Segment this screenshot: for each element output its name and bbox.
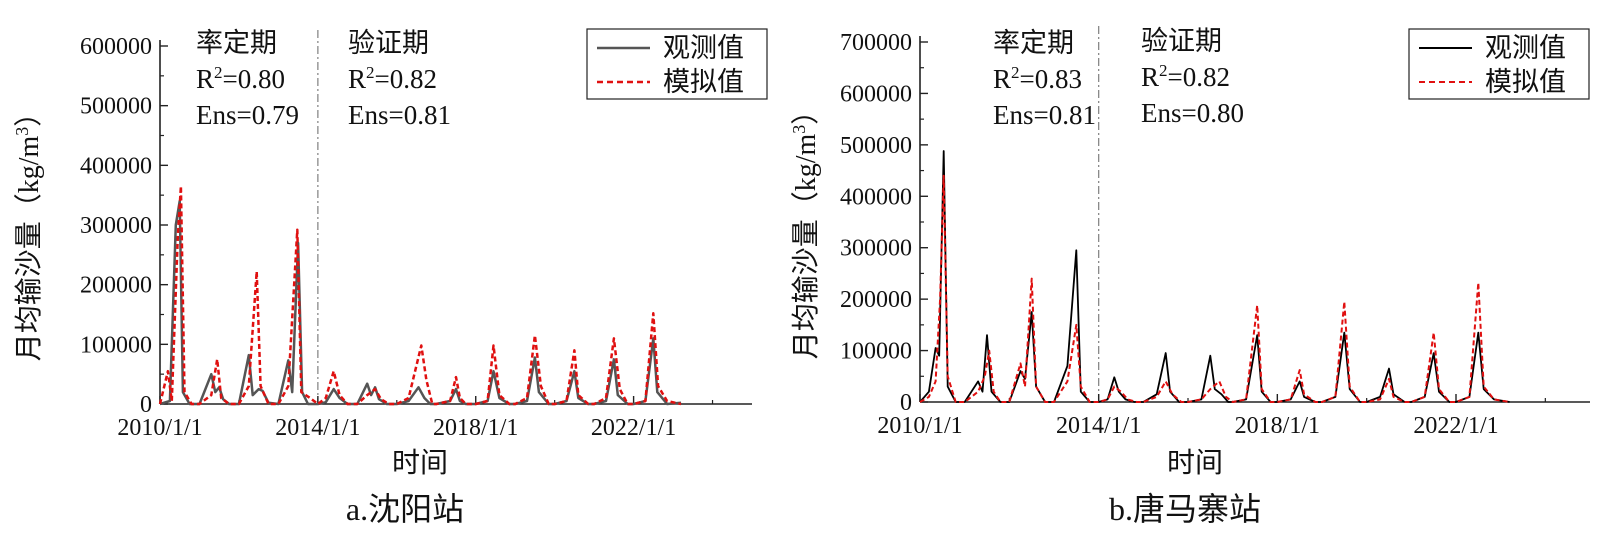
legend-label-observed: 观测值 (1485, 33, 1566, 63)
x-tick-label: 2010/1/1 (117, 415, 202, 441)
y-tick-label: 600000 (80, 34, 152, 60)
validation-ens: Ens=0.81 (348, 100, 451, 130)
legend-label-simulated: 模拟值 (1485, 67, 1566, 97)
y-tick-label: 400000 (80, 153, 152, 179)
y-tick-label: 300000 (80, 213, 152, 239)
calibration-annotation: 率定期 R2=0.83 Ens=0.81 (993, 28, 1096, 130)
x-tick-label: 2014/1/1 (275, 415, 360, 441)
validation-r2: R2=0.82 (1141, 61, 1230, 92)
validation-title: 验证期 (348, 28, 429, 58)
x-tick-label: 2022/1/1 (591, 415, 676, 441)
legend-box (1408, 28, 1590, 100)
y-tick-label: 0 (140, 392, 152, 418)
legend-label-simulated: 模拟值 (663, 67, 744, 97)
series-line-observed (919, 150, 1510, 403)
validation-r2: R2=0.82 (348, 63, 437, 94)
panel-a-shenyang: 月均输沙量（kg/m3） 时间 a.沈阳站 0 100000 200000 30000… (12, 28, 768, 527)
legend-label-observed: 观测值 (663, 33, 744, 63)
svg-text:月均输沙量（kg/m3）: 月均输沙量（kg/m3） (12, 99, 45, 362)
calibration-title: 率定期 (993, 28, 1074, 58)
series-line-observed (159, 199, 682, 406)
y-tick-label: 500000 (840, 133, 912, 159)
plot-area: 0 100000 200000 300000 400000 500000 600000 201… (80, 30, 752, 441)
y-axis-label: 月均输沙量（kg/m3） (12, 99, 45, 362)
calibration-r2: R2=0.83 (993, 63, 1082, 94)
x-axis-label: 时间 (392, 447, 448, 479)
validation-annotation: 验证期 R2=0.82 Ens=0.80 (1141, 26, 1244, 128)
y-tick-label: 100000 (840, 339, 912, 365)
calibration-ens: Ens=0.81 (993, 100, 1096, 130)
series-line-simulated (158, 184, 682, 406)
legend-box (586, 28, 768, 100)
y-tick-label: 300000 (840, 236, 912, 262)
validation-title: 验证期 (1141, 26, 1222, 56)
y-tick-label: 700000 (840, 30, 912, 56)
validation-annotation: 验证期 R2=0.82 Ens=0.81 (348, 28, 451, 130)
y-tick-label: 600000 (840, 81, 912, 107)
panel-caption: b.唐马寨站 (1109, 491, 1261, 527)
y-axis-label: 月均输沙量（kg/m3） (789, 97, 822, 360)
svg-text:月均输沙量（kg/m3）: 月均输沙量（kg/m3） (789, 97, 822, 360)
y-tick-label: 0 (900, 390, 912, 416)
y-tick-label: 200000 (840, 287, 912, 313)
panel-caption: a.沈阳站 (346, 491, 464, 527)
x-tick-label: 2018/1/1 (1235, 413, 1320, 439)
y-tick-label: 400000 (840, 184, 912, 210)
x-tick-label: 2022/1/1 (1413, 413, 1498, 439)
calibration-r2: R2=0.80 (196, 63, 285, 94)
calibration-annotation: 率定期 R2=0.80 Ens=0.79 (196, 28, 299, 130)
legend: 观测值 模拟值 (586, 28, 768, 100)
series-line-simulated (919, 174, 1510, 403)
validation-ens: Ens=0.80 (1141, 98, 1244, 128)
calibration-title: 率定期 (196, 28, 277, 58)
calibration-ens: Ens=0.79 (196, 100, 299, 130)
y-tick-label: 500000 (80, 94, 152, 120)
y-tick-label: 200000 (80, 273, 152, 299)
x-tick-label: 2018/1/1 (433, 415, 518, 441)
plot-area: 0 100000 200000 300000 400000 500000 600000 700… (840, 26, 1590, 439)
x-tick-label: 2014/1/1 (1056, 413, 1141, 439)
legend: 观测值 模拟值 (1408, 28, 1590, 100)
x-tick-label: 2010/1/1 (877, 413, 962, 439)
y-tick-label: 100000 (80, 332, 152, 358)
x-axis-label: 时间 (1167, 447, 1223, 479)
panel-b-tangmazhai: 月均输沙量（kg/m3） 时间 b.唐马寨站 0 100000 200000 3000… (789, 26, 1590, 527)
